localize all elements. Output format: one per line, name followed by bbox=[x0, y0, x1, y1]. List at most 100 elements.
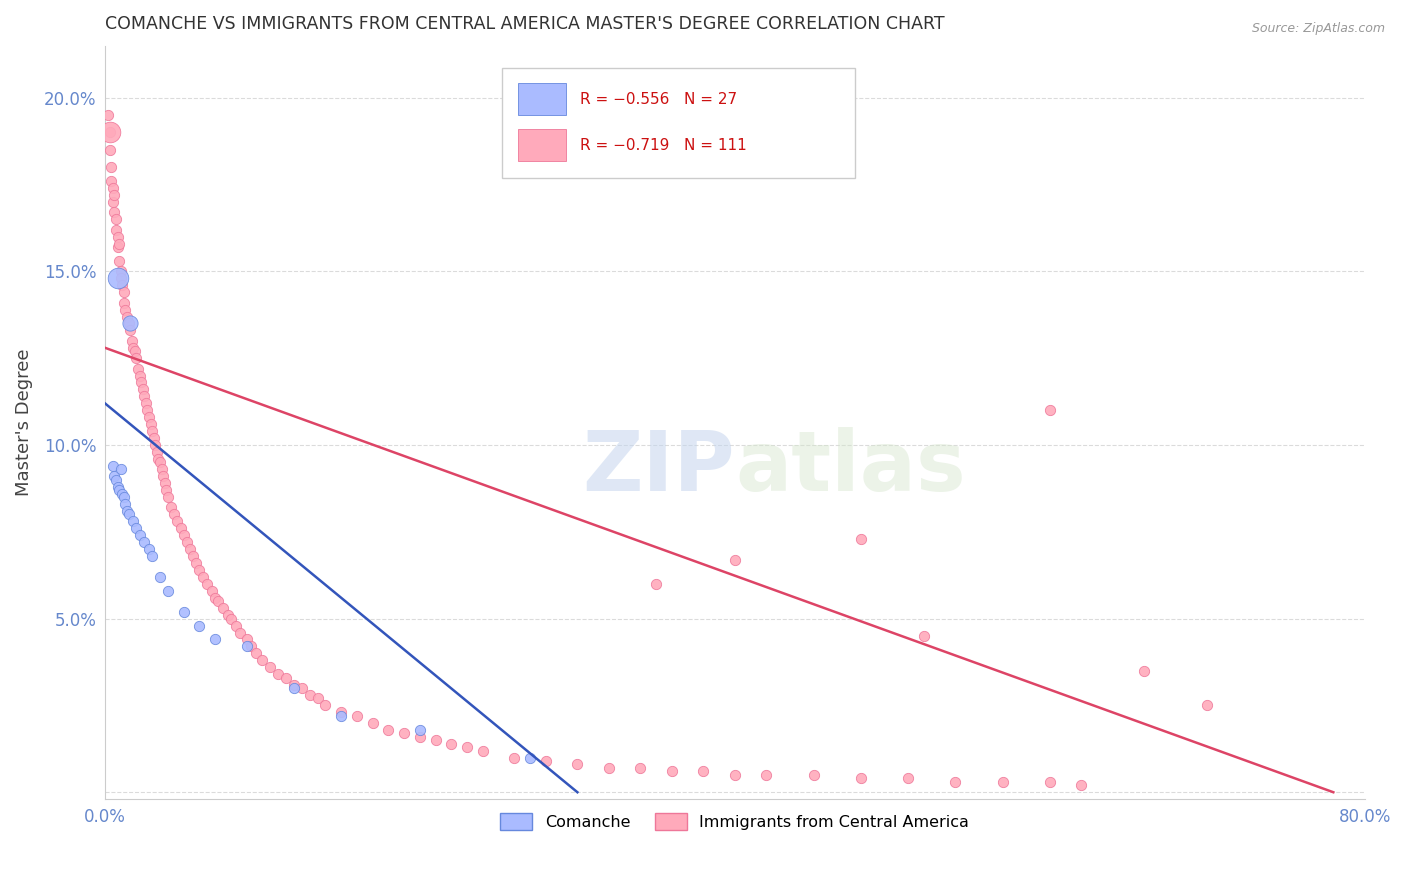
Point bbox=[112, 285, 135, 300]
Point bbox=[724, 768, 747, 782]
Point bbox=[173, 528, 195, 542]
Point bbox=[101, 458, 124, 473]
Point bbox=[110, 264, 132, 278]
Point bbox=[100, 160, 122, 174]
Point bbox=[98, 126, 121, 140]
Point bbox=[259, 660, 281, 674]
Point bbox=[204, 591, 226, 605]
Point bbox=[440, 737, 463, 751]
Point bbox=[138, 410, 160, 425]
Point bbox=[103, 205, 125, 219]
Point bbox=[283, 681, 305, 695]
Point bbox=[128, 528, 150, 542]
Point bbox=[1070, 778, 1092, 792]
Point bbox=[141, 424, 163, 438]
Point bbox=[307, 691, 329, 706]
Point bbox=[991, 774, 1014, 789]
Point bbox=[124, 344, 146, 359]
Point bbox=[100, 174, 122, 188]
Point bbox=[628, 761, 651, 775]
Point bbox=[125, 521, 148, 535]
Text: atlas: atlas bbox=[735, 427, 966, 508]
Point bbox=[149, 570, 172, 584]
Point bbox=[235, 632, 257, 647]
Point bbox=[191, 570, 214, 584]
Point bbox=[534, 754, 557, 768]
Point bbox=[120, 323, 142, 337]
Point bbox=[152, 469, 174, 483]
Point bbox=[179, 542, 201, 557]
Point bbox=[114, 497, 136, 511]
Point bbox=[120, 317, 142, 331]
Point bbox=[897, 772, 920, 786]
Point bbox=[361, 715, 384, 730]
Legend: Comanche, Immigrants from Central America: Comanche, Immigrants from Central Americ… bbox=[494, 807, 976, 837]
Point bbox=[108, 236, 131, 251]
Point bbox=[409, 730, 432, 744]
Point bbox=[377, 723, 399, 737]
Point bbox=[139, 417, 162, 432]
Text: R = −0.719   N = 111: R = −0.719 N = 111 bbox=[579, 137, 747, 153]
Point bbox=[849, 772, 872, 786]
Point bbox=[219, 612, 242, 626]
Point bbox=[330, 706, 353, 720]
Point bbox=[1039, 403, 1062, 417]
Point bbox=[143, 438, 166, 452]
Point bbox=[803, 768, 825, 782]
Point bbox=[519, 750, 541, 764]
Point bbox=[291, 681, 314, 695]
Point bbox=[127, 361, 149, 376]
Point bbox=[107, 271, 129, 285]
Point bbox=[943, 774, 966, 789]
Point bbox=[186, 556, 208, 570]
Point bbox=[117, 508, 139, 522]
Point bbox=[104, 223, 127, 237]
Point bbox=[136, 403, 159, 417]
Point bbox=[267, 667, 290, 681]
Point bbox=[128, 368, 150, 383]
Point bbox=[181, 549, 204, 563]
Point bbox=[503, 750, 526, 764]
Point bbox=[103, 188, 125, 202]
Point bbox=[149, 455, 172, 469]
Point bbox=[240, 640, 263, 654]
Point bbox=[163, 508, 186, 522]
Point bbox=[245, 646, 267, 660]
Point bbox=[425, 733, 447, 747]
Point bbox=[283, 677, 305, 691]
Point bbox=[661, 764, 683, 779]
Point bbox=[141, 549, 163, 563]
Point bbox=[188, 563, 211, 577]
Point bbox=[1133, 664, 1156, 678]
Point bbox=[134, 389, 156, 403]
Text: R = −0.556   N = 27: R = −0.556 N = 27 bbox=[579, 92, 737, 107]
Point bbox=[298, 688, 321, 702]
Bar bbox=[519, 129, 567, 161]
Point bbox=[173, 605, 195, 619]
Point bbox=[160, 500, 183, 515]
Point bbox=[142, 431, 165, 445]
Point bbox=[115, 310, 138, 324]
Point bbox=[692, 764, 714, 779]
Text: ZIP: ZIP bbox=[582, 427, 735, 508]
FancyBboxPatch shape bbox=[502, 69, 855, 178]
Point bbox=[104, 473, 127, 487]
Point bbox=[98, 143, 121, 157]
Y-axis label: Master's Degree: Master's Degree bbox=[15, 349, 32, 496]
Point bbox=[156, 490, 179, 504]
Point bbox=[108, 483, 131, 497]
Point bbox=[150, 462, 173, 476]
Point bbox=[314, 698, 336, 713]
Point bbox=[252, 653, 274, 667]
Point bbox=[217, 608, 239, 623]
Point bbox=[111, 278, 134, 293]
Point bbox=[111, 486, 134, 500]
Point bbox=[207, 594, 229, 608]
Point bbox=[1039, 774, 1062, 789]
Point bbox=[409, 723, 432, 737]
Point bbox=[195, 577, 218, 591]
Point bbox=[392, 726, 415, 740]
Point bbox=[138, 542, 160, 557]
Point bbox=[148, 451, 170, 466]
Point bbox=[98, 126, 121, 140]
